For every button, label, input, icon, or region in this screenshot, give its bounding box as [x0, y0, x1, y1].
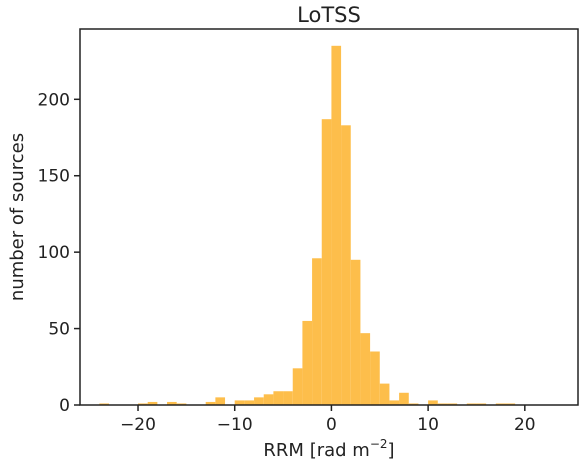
- histogram-bar: [312, 258, 322, 405]
- histogram-bar: [254, 397, 264, 405]
- histogram-bars: [99, 45, 516, 405]
- x-tick-label: 0: [326, 415, 337, 435]
- histogram-bar: [321, 119, 332, 405]
- y-tick-label: 50: [48, 320, 70, 340]
- histogram-bar: [273, 391, 284, 405]
- histogram-bar: [447, 403, 458, 405]
- histogram-bar: [437, 403, 448, 405]
- y-tick-label: 150: [38, 167, 70, 187]
- histogram-bar: [138, 403, 148, 405]
- histogram-bar: [292, 368, 303, 405]
- y-axis-ticks: 0 50 100 150 200: [38, 90, 80, 416]
- x-axis-label-end: ]: [388, 440, 395, 461]
- histogram-bar: [244, 400, 255, 405]
- histogram-bar: [234, 400, 245, 405]
- histogram-bar: [302, 320, 313, 405]
- histogram-bar: [495, 403, 506, 405]
- y-tick-label: 0: [59, 396, 70, 416]
- histogram-bar: [215, 397, 226, 405]
- histogram-bar: [283, 391, 293, 405]
- histogram-bar: [379, 383, 390, 405]
- histogram-bar: [205, 401, 216, 405]
- histogram-bar: [428, 400, 438, 405]
- histogram-bar: [176, 403, 187, 405]
- histogram-bar: [350, 259, 361, 405]
- x-axis-label: RRM [rad m−2]: [263, 437, 394, 461]
- x-tick-label: −10: [217, 415, 253, 435]
- histogram-bar: [360, 333, 371, 405]
- y-tick-label: 100: [38, 243, 70, 263]
- histogram-bar: [167, 401, 177, 405]
- histogram-bar: [370, 351, 380, 405]
- y-axis-label: number of sources: [7, 133, 28, 301]
- x-axis-ticks: −20 −10 0 10 20: [120, 405, 536, 435]
- x-tick-label: 10: [417, 415, 439, 435]
- y-tick-label: 200: [38, 90, 70, 110]
- histogram-bar: [408, 403, 419, 405]
- histogram-bar: [263, 394, 274, 405]
- x-tick-label: 20: [514, 415, 536, 435]
- x-tick-label: −20: [120, 415, 156, 435]
- histogram-bar: [341, 125, 351, 405]
- x-axis-label-superscript: −2: [370, 437, 388, 451]
- histogram-bar: [331, 45, 342, 405]
- histogram-bar: [389, 400, 400, 405]
- histogram-bar: [476, 403, 487, 405]
- histogram-bar: [399, 392, 409, 405]
- histogram-bar: [99, 403, 110, 405]
- histogram-bar: [466, 403, 477, 405]
- chart-title: LoTSS: [297, 3, 361, 27]
- histogram-bar: [505, 403, 516, 405]
- histogram-bar: [147, 401, 158, 405]
- plot-frame: [79, 28, 579, 406]
